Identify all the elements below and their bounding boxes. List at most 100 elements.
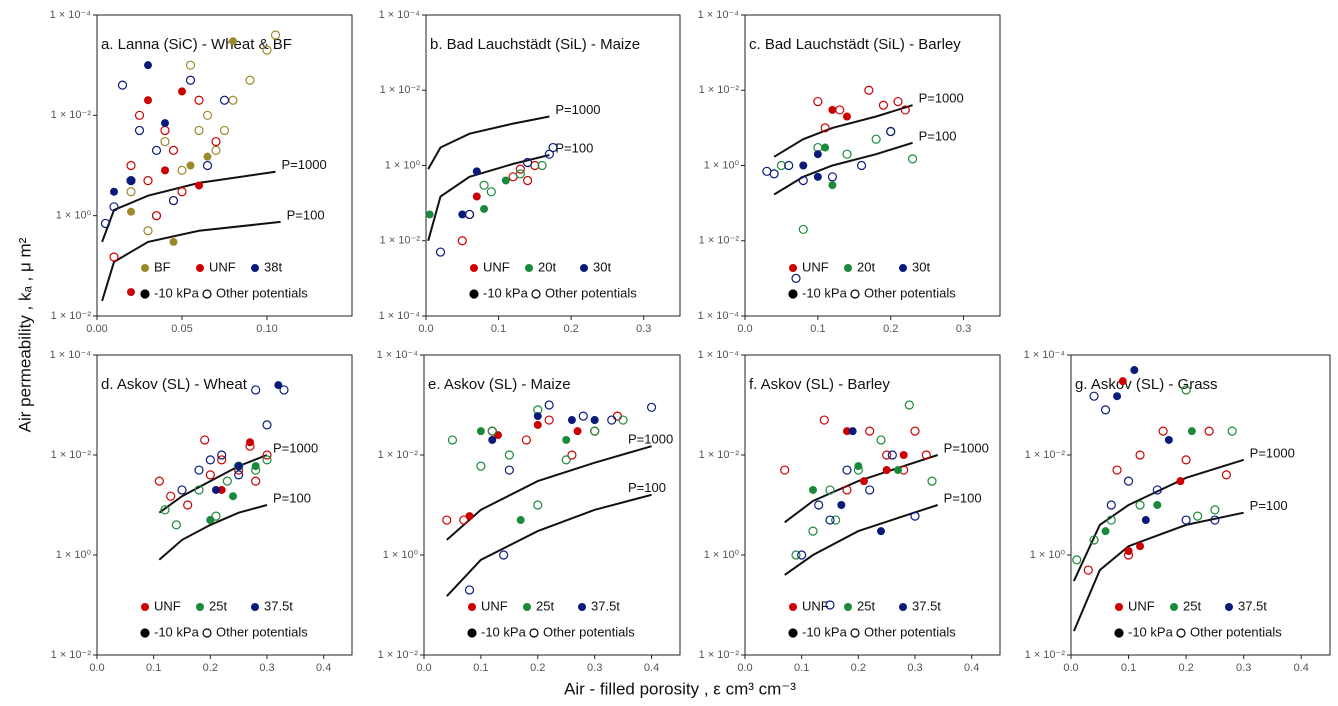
point-open: [126, 160, 136, 171]
curve-label: P=100: [1250, 498, 1288, 513]
point-open: [1181, 515, 1191, 525]
point-open: [171, 520, 181, 530]
point-open: [921, 450, 931, 460]
point-open: [533, 500, 543, 510]
point-open: [784, 160, 794, 171]
curve-label: P=1000: [282, 157, 327, 172]
model-curve: [158, 504, 268, 561]
point-open: [177, 187, 187, 197]
legend-marker: [140, 289, 150, 299]
legend-label: -10 kPa: [1128, 624, 1174, 639]
point-open: [457, 236, 467, 246]
point-open: [842, 149, 852, 159]
point-filled: [472, 167, 481, 176]
x-tick-label: 0.1: [473, 662, 488, 674]
point-open: [464, 209, 475, 220]
y-tick-label: 1 × 10⁻²: [1025, 649, 1066, 661]
point-open: [1210, 515, 1220, 525]
point-open: [590, 426, 600, 436]
point-open: [211, 511, 221, 521]
legend-label: -10 kPa: [154, 624, 200, 639]
legend-label: Other potentials: [216, 624, 308, 639]
point-open: [194, 465, 204, 475]
legend-marker: [850, 289, 860, 299]
curve-label: P=1000: [919, 91, 964, 106]
y-tick-label: 1 × 10⁻²: [1025, 449, 1066, 461]
legend-label: 25t: [857, 598, 875, 613]
legend-marker: [202, 289, 212, 299]
point-filled: [476, 427, 485, 436]
point-filled: [899, 451, 908, 459]
model-curve: [446, 493, 652, 597]
point-filled: [458, 210, 467, 219]
point-open: [486, 187, 496, 197]
point-open: [211, 136, 221, 147]
y-tick-label: 1 × 10⁰: [1030, 549, 1066, 561]
panel-title: a. Lanna (SiC) - Wheat & BF: [101, 36, 292, 53]
point-open: [825, 515, 835, 525]
point-filled: [821, 143, 830, 152]
legend-label: 37.5t: [591, 598, 620, 613]
point-open: [202, 160, 213, 171]
point-open: [797, 550, 807, 560]
point-open: [907, 154, 918, 164]
legend-swatch: [468, 603, 476, 611]
y-tick-label: 1 × 10⁻²: [699, 84, 740, 96]
x-axis-label: Air - filled porosity , ε cm³ cm⁻³: [564, 679, 796, 698]
point-open: [168, 195, 179, 206]
point-filled: [212, 485, 220, 494]
legend-label: Other potentials: [864, 624, 956, 639]
point-filled: [110, 187, 118, 196]
curve-label: P=1000: [555, 102, 600, 117]
point-open: [825, 600, 835, 610]
y-tick-label: 1 × 10⁰: [385, 159, 421, 171]
curve-label: P=100: [628, 480, 666, 495]
legend-swatch: [789, 603, 797, 611]
y-tick-label: 1 × 10⁻²: [51, 109, 92, 121]
point-open: [205, 455, 215, 465]
legend-label: Other potentials: [543, 624, 635, 639]
point-filled: [809, 485, 817, 494]
y-tick-label: 1 × 10⁻⁴: [698, 310, 740, 322]
point-filled: [127, 288, 135, 297]
point-open: [515, 169, 525, 179]
point-open: [776, 160, 787, 171]
point-open: [154, 476, 164, 486]
model-curve: [1072, 458, 1244, 582]
point-filled: [246, 438, 254, 447]
point-filled: [1118, 377, 1127, 386]
y-tick-label: 1 × 10⁻²: [378, 449, 419, 461]
curve-label: P=1000: [1250, 445, 1295, 460]
model-curve: [158, 454, 268, 514]
point-open: [910, 511, 920, 521]
point-open: [1210, 505, 1220, 515]
point-filled: [843, 427, 851, 436]
legend-swatch: [141, 264, 149, 272]
point-open: [143, 176, 153, 186]
point-filled: [186, 161, 195, 170]
point-open: [459, 515, 469, 525]
point-open: [900, 105, 910, 115]
y-tick-label: 1 × 10⁻⁴: [698, 9, 740, 21]
point-filled: [799, 161, 808, 170]
point-open: [151, 145, 162, 155]
legend-label: UNF: [483, 259, 510, 274]
point-open: [798, 224, 808, 235]
model-curve: [101, 170, 276, 243]
x-tick-label: 0.4: [964, 662, 979, 674]
curve-label: P=100: [273, 490, 311, 505]
point-open: [219, 95, 230, 105]
point-filled: [488, 435, 497, 444]
model-curve: [427, 115, 550, 170]
legend-label: Other potentials: [864, 285, 956, 300]
point-open: [262, 455, 272, 465]
point-open: [515, 164, 525, 174]
point-filled: [1136, 542, 1145, 551]
point-filled: [127, 176, 135, 185]
y-tick-label: 1 × 10⁻⁴: [50, 349, 92, 361]
legend-label: 30t: [593, 259, 611, 274]
point-open: [251, 385, 261, 395]
legend-swatch: [251, 264, 259, 272]
plot-frame: [96, 14, 353, 317]
